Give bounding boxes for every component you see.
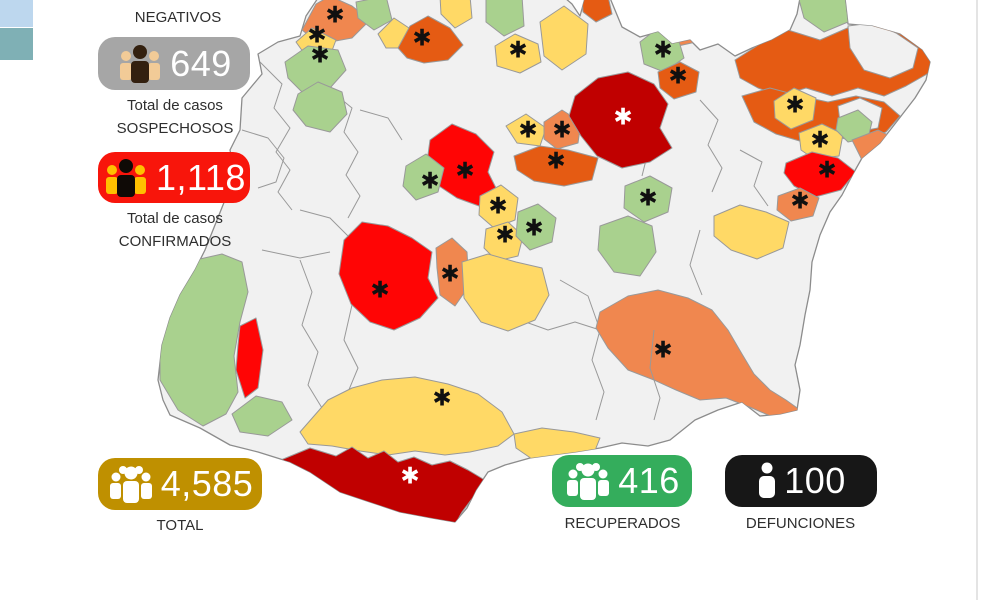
municipality-region — [623, 175, 673, 223]
municipality-region — [513, 145, 599, 187]
municipality-region — [699, 99, 723, 193]
total-badge: 4,585 — [98, 458, 262, 510]
municipality-region — [515, 203, 557, 251]
municipality-region — [494, 33, 542, 74]
recuperados-caption: RECUPERADOS — [564, 515, 681, 532]
municipality-region — [798, 123, 844, 160]
person-icon — [759, 462, 776, 498]
municipality-region — [773, 87, 817, 130]
people-group-icon — [120, 44, 161, 83]
municipality-region — [797, 0, 849, 33]
recuperados-badge: 416 — [552, 455, 692, 507]
municipality-region — [329, 89, 361, 219]
municipality-region — [783, 151, 857, 198]
municipality-region — [713, 204, 790, 260]
municipality-region — [241, 129, 285, 189]
confirmados-caption: Total de casos CONFIRMADOS — [118, 210, 232, 250]
municipality-region — [299, 259, 323, 409]
corner-square-light-blue — [0, 0, 33, 27]
defunciones-value: 100 — [784, 460, 846, 501]
municipality-region — [478, 184, 519, 229]
municipality-region — [231, 395, 293, 437]
capital-municipality-region — [568, 71, 673, 169]
defunciones-badge: 100 — [725, 455, 877, 507]
sospechosos-caption: Total de casos SOSPECHOSOS — [116, 97, 234, 137]
municipality-region — [485, 0, 525, 37]
confirmados-value: 1,118 — [156, 156, 246, 198]
municipality-region — [581, 0, 613, 23]
corner-square-teal — [0, 28, 33, 60]
municipality-region — [776, 187, 820, 222]
municipality-region — [338, 221, 439, 331]
page-edge-shadow — [976, 0, 978, 600]
recuperados-value: 416 — [618, 460, 680, 501]
municipality-region — [657, 61, 700, 100]
municipality-region — [461, 253, 550, 332]
municipality-region — [159, 253, 249, 427]
municipality-region — [397, 15, 464, 64]
municipality-region — [343, 304, 359, 393]
people-group-icon — [109, 466, 152, 503]
municipality-region — [402, 153, 445, 201]
municipality-region — [435, 237, 470, 307]
municipality-region — [235, 317, 264, 399]
municipality-region — [284, 45, 347, 93]
municipality-region — [689, 229, 703, 296]
municipality-region — [649, 329, 661, 421]
municipality-region — [505, 113, 547, 147]
municipality-region — [261, 249, 331, 259]
negativos-label: NEGATIVOS — [134, 9, 222, 26]
municipality-region — [259, 61, 293, 211]
defunciones-caption: DEFUNCIONES — [745, 515, 856, 532]
municipality-region — [355, 0, 393, 31]
total-value: 4,585 — [160, 463, 254, 504]
total-caption: TOTAL — [156, 517, 204, 534]
municipality-region — [292, 81, 348, 133]
sospechosos-value: 649 — [170, 42, 232, 84]
municipality-region — [739, 149, 769, 207]
people-group-icon — [106, 158, 147, 197]
sospechosos-badge: 649 — [98, 37, 250, 90]
municipality-region — [559, 279, 605, 421]
people-group-icon — [567, 463, 610, 500]
municipality-region — [483, 221, 524, 262]
municipality-region — [439, 0, 473, 29]
municipality-region — [539, 5, 589, 71]
confirmados-badge: 1,118 — [98, 152, 250, 203]
municipality-region — [359, 109, 403, 141]
municipality-region — [597, 215, 657, 277]
